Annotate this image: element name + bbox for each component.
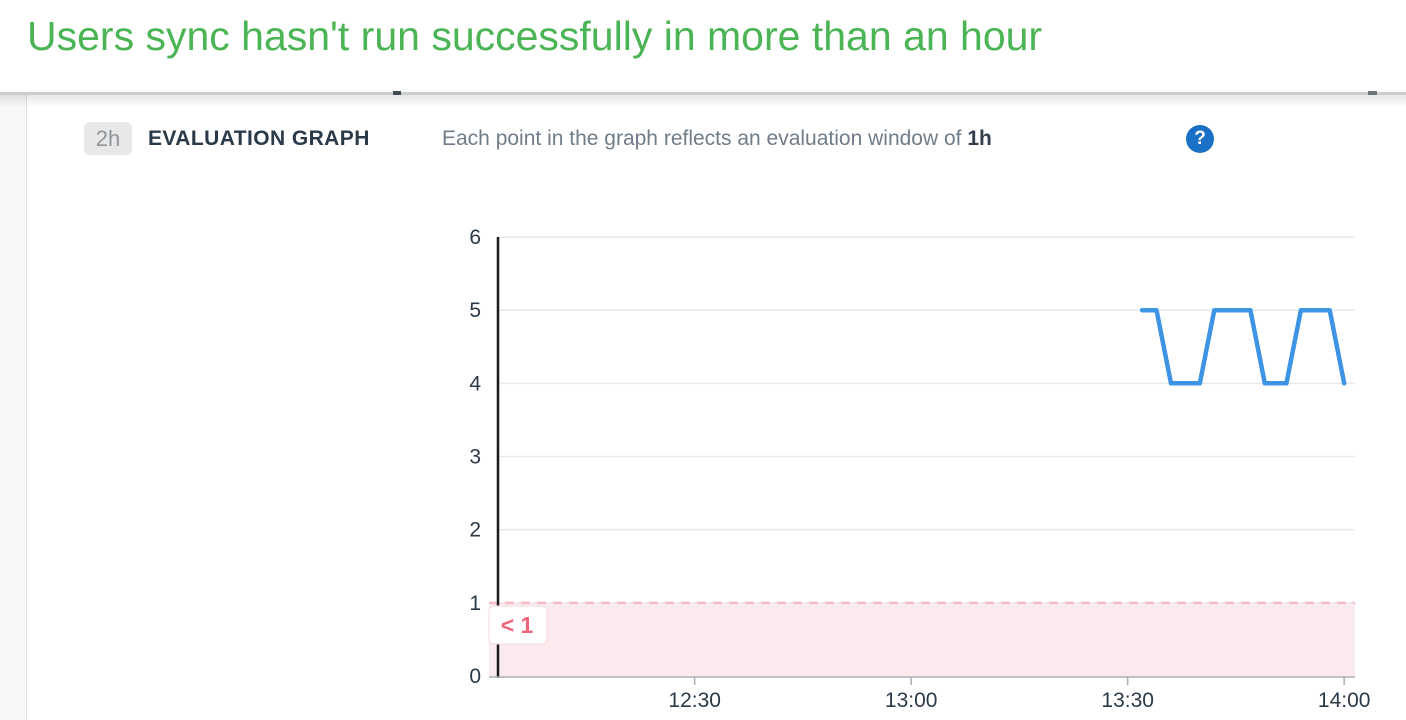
- x-tick-label: 13:30: [1101, 689, 1154, 712]
- y-tick-label: 1: [469, 592, 481, 615]
- y-tick-label: 4: [469, 372, 481, 395]
- evaluation-graph-header: 2h EVALUATION GRAPH Each point in the gr…: [0, 122, 1406, 158]
- y-tick-label: 0: [469, 665, 481, 688]
- x-tick-label: 13:00: [885, 689, 938, 712]
- monitor-title: Users sync hasn't run successfully in mo…: [27, 13, 1043, 59]
- x-tick-label: 14:00: [1318, 689, 1371, 712]
- evaluation-window-badge: 2h: [84, 122, 132, 155]
- y-tick-label: 3: [469, 446, 481, 469]
- threshold-zone: [489, 602, 1355, 676]
- evaluation-graph-section-title: EVALUATION GRAPH: [148, 127, 370, 150]
- header-divider: [0, 91, 1406, 95]
- threshold-label: < 1: [501, 612, 534, 638]
- question-mark-circle-icon[interactable]: ?: [1186, 125, 1214, 153]
- x-tick-label: 12:30: [668, 689, 721, 712]
- left-gutter: [0, 95, 27, 720]
- clipped-element-artifact-right: [1368, 91, 1377, 95]
- series-line: [1139, 307, 1347, 386]
- threshold-label-box: [488, 605, 548, 645]
- evaluation-description-text: Each point in the graph reflects an eval…: [442, 127, 968, 150]
- y-tick-label: 2: [469, 519, 481, 542]
- clipped-element-artifact-left: [393, 91, 401, 95]
- y-tick-label: 5: [469, 299, 481, 322]
- y-tick-label: 6: [469, 226, 481, 249]
- header-divider-shadow: [0, 95, 1406, 107]
- evaluation-description: Each point in the graph reflects an eval…: [442, 122, 992, 155]
- evaluation-window-value: 1h: [967, 127, 992, 150]
- page-header: Users sync hasn't run successfully in mo…: [0, 0, 1406, 92]
